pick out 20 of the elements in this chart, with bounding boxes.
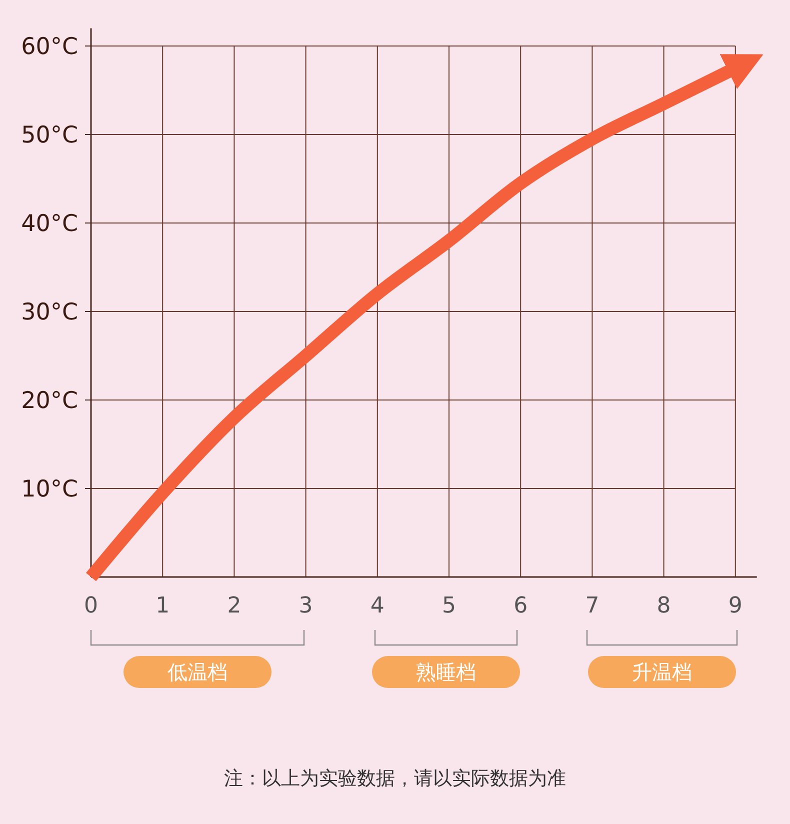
x-tick-label: 9 [728,594,742,619]
x-tick-label: 8 [656,594,671,619]
x-tick-label: 6 [514,594,528,619]
x-tick-label: 0 [84,594,98,619]
x-tick-label: 3 [298,594,313,619]
x-tick-label: 2 [227,594,242,619]
text: 熟睡档 [416,660,476,684]
y-tick-label: 10°C [21,476,78,503]
x-tick-label: 7 [585,594,600,619]
y-tick-label: 60°C [21,34,78,60]
y-tick-label: 20°C [21,388,78,414]
text: 注：以上为实验数据，请以实际数据为准 [224,768,566,790]
y-tick-label: 50°C [21,122,78,149]
x-tick-label: 4 [370,594,384,619]
y-tick-label: 40°C [21,211,78,238]
text: 低温档 [168,660,228,684]
x-tick-label: 1 [156,594,170,619]
text: 升温档 [632,660,692,684]
x-tick-label: 5 [442,594,456,619]
y-tick-label: 30°C [21,300,78,326]
